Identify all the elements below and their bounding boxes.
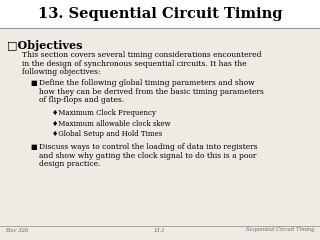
Text: and show why gating the clock signal to do this is a poor: and show why gating the clock signal to … [39, 151, 256, 160]
Text: ♦Maximum Clock Frequency: ♦Maximum Clock Frequency [52, 109, 156, 117]
Text: This section covers several timing considerations encountered: This section covers several timing consi… [22, 51, 261, 59]
Text: 13.1: 13.1 [154, 228, 166, 233]
Bar [0, 28, 320, 240]
Text: ■: ■ [30, 79, 36, 87]
Text: Define the following global timing parameters and show: Define the following global timing param… [39, 79, 255, 87]
Text: 13. Sequential Circuit Timing: 13. Sequential Circuit Timing [38, 7, 282, 21]
Text: □Objectives: □Objectives [7, 40, 83, 51]
Text: of flip-flops and gates.: of flip-flops and gates. [39, 96, 124, 104]
Text: design practice.: design practice. [39, 160, 100, 168]
Text: ♦Global Setup and Hold Times: ♦Global Setup and Hold Times [52, 130, 162, 138]
Bar [0, 0, 320, 28]
Text: Elec 326: Elec 326 [5, 228, 28, 233]
Text: Discuss ways to control the loading of data into registers: Discuss ways to control the loading of d… [39, 143, 258, 151]
Text: ♦Maximum allowable clock skew: ♦Maximum allowable clock skew [52, 120, 171, 127]
Text: ■: ■ [30, 143, 36, 151]
Text: in the design of synchronous sequential circuits. It has the: in the design of synchronous sequential … [22, 60, 247, 67]
Text: Sequential Circuit Timing: Sequential Circuit Timing [246, 228, 315, 233]
Text: following objectives:: following objectives: [22, 68, 100, 76]
Text: how they can be derived from the basic timing parameters: how they can be derived from the basic t… [39, 88, 264, 96]
